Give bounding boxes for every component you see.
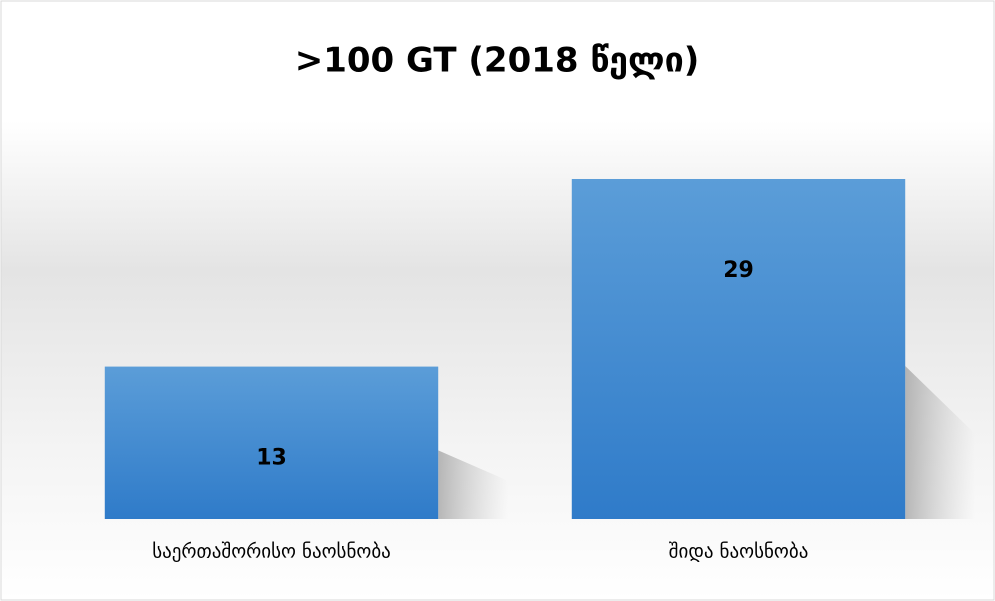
bar [104,366,439,519]
x-tick-label: შიდა ნაოსნობა [669,541,809,563]
data-label: 13 [256,446,287,471]
chart-title: >100 GT (2018 წელი) [295,41,700,81]
x-tick-label: საერთაშორისო ნაოსნობა [152,541,391,563]
bar [571,179,906,519]
bar-shadow [438,450,509,519]
bar-shadow [905,366,976,519]
data-label: 29 [723,258,754,283]
